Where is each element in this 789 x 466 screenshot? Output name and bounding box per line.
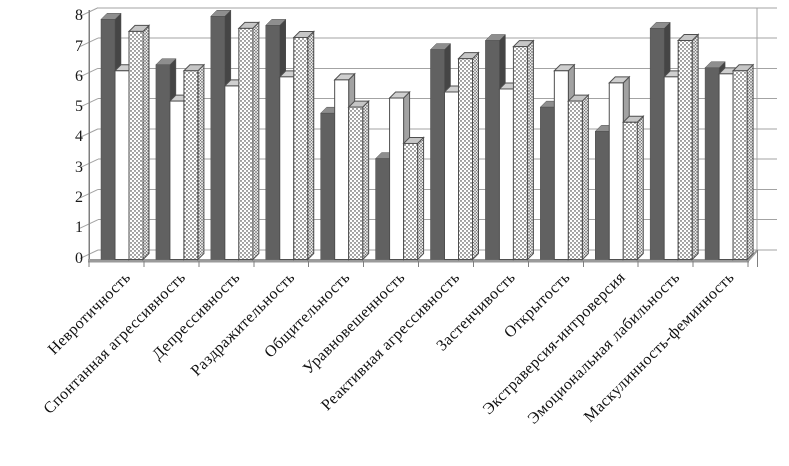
bar-white-dotted-pattern-8 [512,39,535,261]
y-tick-label-1: 1 [75,219,83,237]
bar-white-dotted-pattern-3 [237,21,261,261]
bar-white-dotted-pattern-2 [182,63,206,261]
bar-white-dotted-pattern-11 [676,33,700,261]
y-tick-label-8: 8 [75,7,83,25]
y-tick-label-7: 7 [75,37,83,55]
bar-white-dotted-pattern-5 [347,99,370,261]
axes [88,10,759,267]
y-tick-label-0: 0 [75,249,83,267]
y-tick-label-3: 3 [75,158,83,176]
y-tick-label-5: 5 [75,98,83,116]
bar-white-dotted-pattern-10 [622,115,645,261]
bar-white-dotted-pattern-6 [402,136,425,261]
bars-group [100,9,755,261]
bar-white-dotted-pattern-12 [731,63,755,261]
bar-white-dotted-pattern-4 [292,30,315,261]
y-tick-label-6: 6 [75,67,83,85]
gridlines [79,7,777,259]
bar-white-dotted-pattern-1 [127,24,151,261]
bar-white-dotted-pattern-9 [567,93,590,261]
y-tick-label-2: 2 [75,188,83,206]
y-tick-label-4: 4 [75,128,83,146]
bar-white-dotted-pattern-7 [457,51,480,261]
